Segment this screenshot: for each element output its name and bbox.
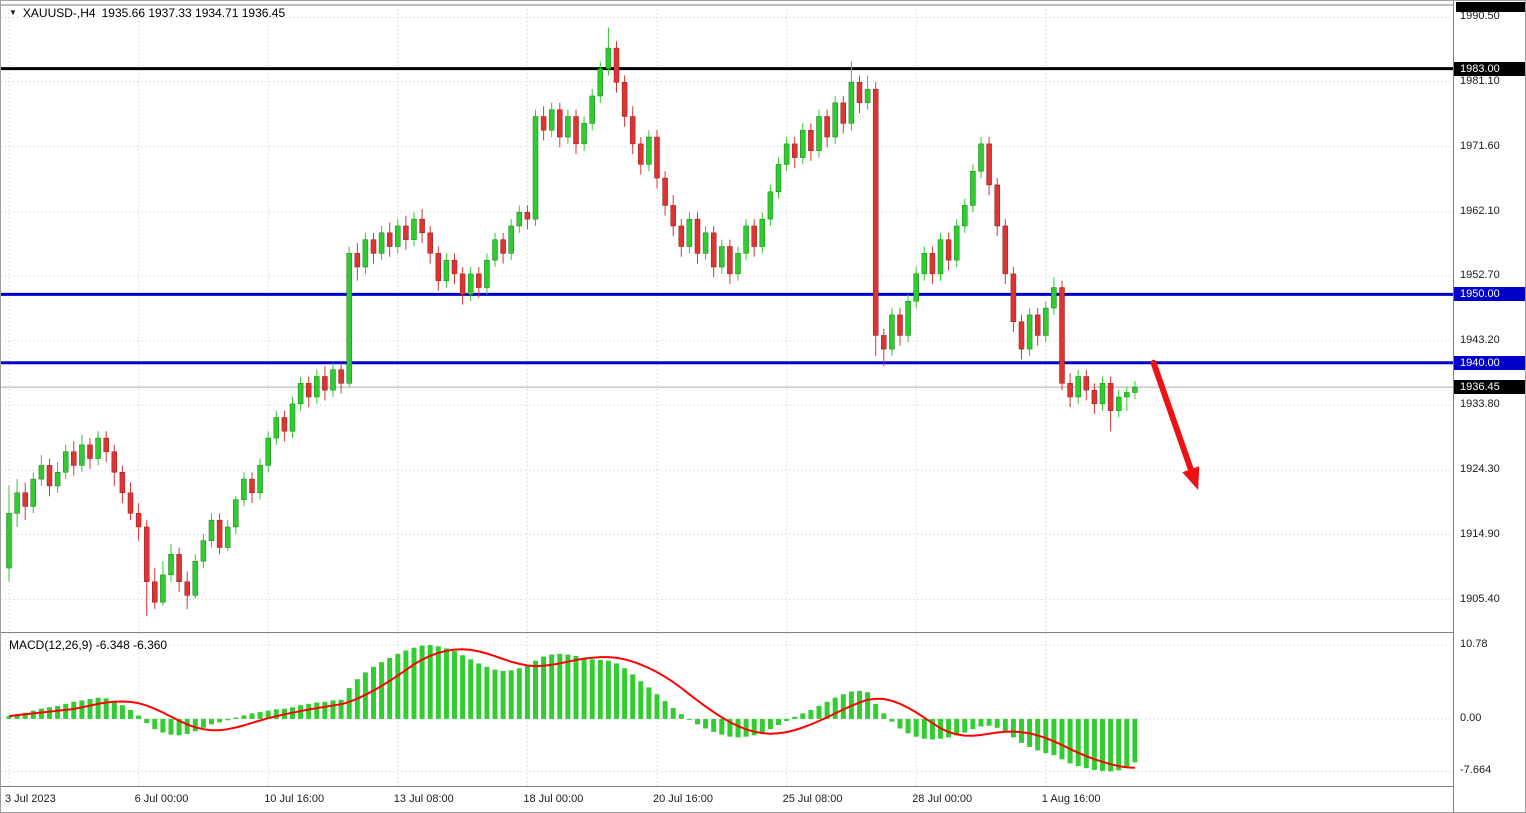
level-price-badge: 1983.00	[1454, 61, 1525, 76]
time-axis-label: 25 Jul 08:00	[782, 793, 843, 805]
macd-axis-label: 0.00	[1460, 711, 1482, 724]
candles[interactable]	[6, 27, 1138, 616]
price-axis-label: 1943.20	[1460, 333, 1500, 346]
time-axis-label: 28 Jul 00:00	[912, 793, 973, 805]
trend-arrow[interactable]	[1150, 359, 1200, 490]
time-axis-label: 6 Jul 00:00	[134, 793, 189, 805]
window-icon: ▼	[9, 8, 17, 17]
time-axis-label: 3 Jul 2023	[5, 793, 56, 805]
time-axis-label: 20 Jul 16:00	[653, 793, 713, 805]
time-axis[interactable]: 3 Jul 2023 6 Jul 00:00 10 Jul 16:00 13 Jul …	[1, 787, 1453, 812]
time-axis-label: 10 Jul 16:00	[264, 793, 325, 805]
macd-axis-label: 10.78	[1460, 638, 1488, 651]
price-axis-label: 1981.10	[1460, 74, 1500, 87]
macd-signal-line	[8, 648, 1135, 769]
axis-corner-marker	[1456, 2, 1525, 12]
time-axis-label: 18 Jul 00:00	[523, 793, 584, 805]
level-price-badge: 1940.00	[1454, 355, 1525, 370]
price-axis-label: 1933.80	[1460, 398, 1500, 411]
price-axis-label: 1905.40	[1460, 592, 1500, 605]
price-axis[interactable]: 1990.50 1981.10 1971.60 1962.10 1952.70 1943.…	[1453, 1, 1525, 812]
price-axis-label: 1914.90	[1460, 527, 1500, 540]
time-axis-label: 1 Aug 16:00	[1041, 793, 1101, 805]
macd-histogram	[6, 645, 1138, 772]
symbol-timeframe-label: XAUUSD-,H4	[22, 6, 96, 20]
macd-indicator-label: MACD(12,26,9) -6.348 -6.360	[9, 638, 167, 652]
level-price-badge: 1950.00	[1454, 287, 1525, 302]
price-axis-label: 1990.50	[1460, 10, 1500, 23]
price-axis-label: 1924.30	[1460, 463, 1500, 476]
gridlines	[1, 5, 1453, 786]
price-chart[interactable]	[1, 1, 1453, 787]
price-axis-label: 1971.60	[1460, 139, 1500, 152]
macd-axis-label: -7.664	[1460, 764, 1492, 777]
macd-values: -6.348 -6.360	[95, 638, 168, 652]
price-axis-label: 1962.10	[1460, 204, 1500, 217]
ohlc-values: 1935.66 1937.33 1934.71 1936.45	[101, 6, 286, 20]
time-axis-label: 13 Jul 08:00	[393, 793, 454, 805]
symbol-header: ▼ XAUUSD-,H4 1935.66 1937.33 1934.71 193…	[9, 6, 285, 20]
price-axis-label: 1952.70	[1460, 268, 1500, 281]
current-price-badge: 1936.45	[1454, 380, 1525, 395]
macd-name: MACD(12,26,9)	[9, 638, 93, 652]
